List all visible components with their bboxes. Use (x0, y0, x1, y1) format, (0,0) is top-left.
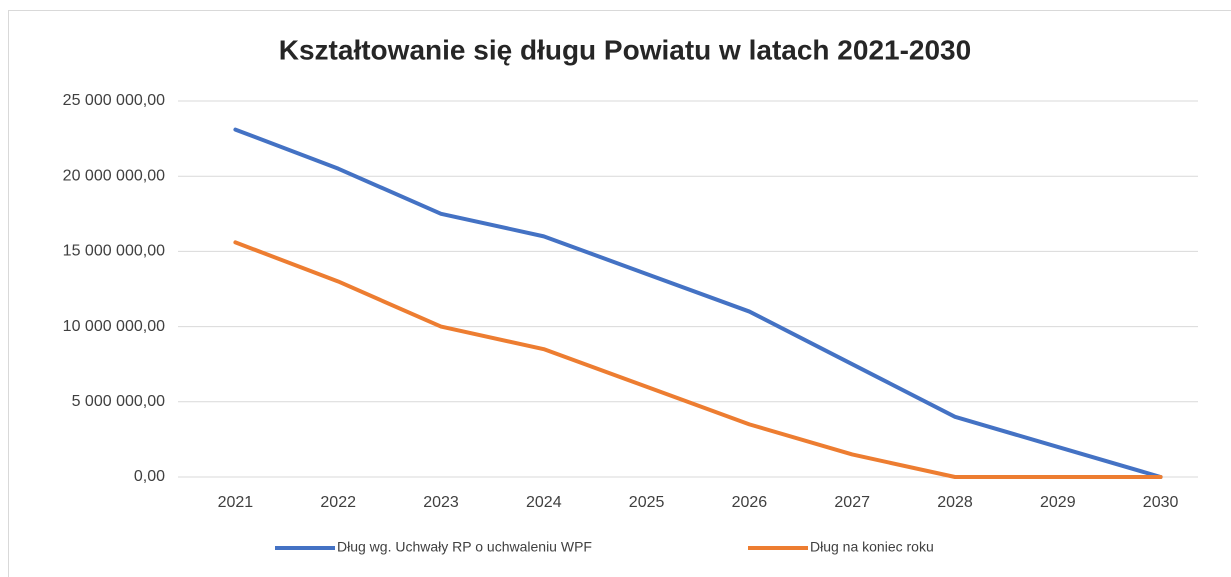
x-tick-label: 2027 (834, 494, 870, 511)
legend-label: Dług wg. Uchwały RP o uchwaleniu WPF (337, 539, 592, 555)
x-tick-label: 2025 (629, 494, 665, 511)
x-tick-label: 2030 (1143, 494, 1179, 511)
line-series (233, 240, 1163, 479)
legend-label: Dług na koniec roku (810, 539, 934, 555)
y-tick-label: 10 000 000,00 (63, 318, 165, 335)
x-tick-label: 2026 (732, 494, 768, 511)
y-tick-label: 5 000 000,00 (72, 393, 166, 410)
y-tick-label: 0,00 (134, 468, 165, 485)
line-series (233, 127, 1163, 479)
y-tick-label: 15 000 000,00 (63, 243, 165, 260)
chart-title: Kształtowanie się długu Powiatu w latach… (279, 34, 971, 65)
x-tick-label: 2029 (1040, 494, 1076, 511)
y-tick-label: 20 000 000,00 (63, 167, 165, 184)
y-tick-label: 25 000 000,00 (63, 92, 165, 109)
x-tick-label: 2028 (937, 494, 973, 511)
x-tick-label: 2024 (526, 494, 562, 511)
x-tick-label: 2022 (320, 494, 356, 511)
x-tick-label: 2023 (423, 494, 459, 511)
chart-border (8, 10, 1231, 577)
x-tick-label: 2021 (218, 494, 254, 511)
